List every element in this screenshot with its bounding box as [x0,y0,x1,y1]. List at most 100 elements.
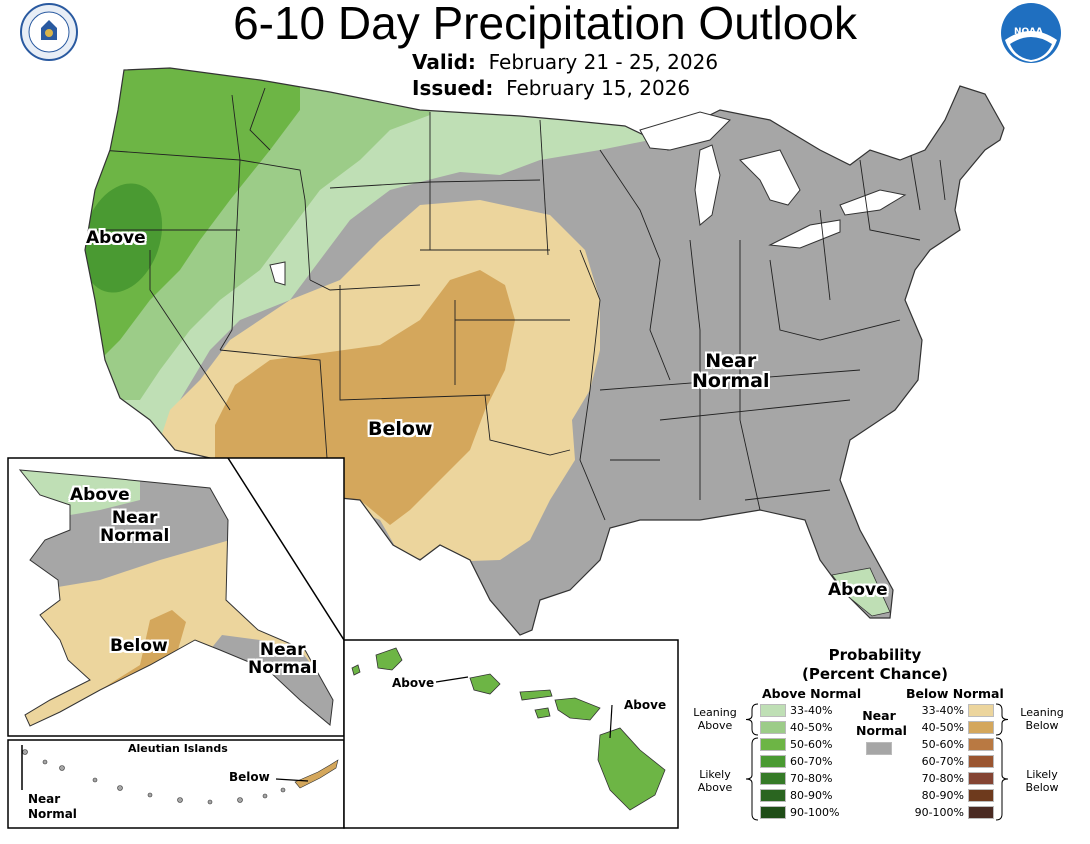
legend-above-row: 50-60% [0,738,1090,752]
legend-title-line1: Probability [828,646,922,664]
great-lakes [269,111,907,286]
florida-above-shading [831,567,891,617]
legend-brace-likely-below [995,737,1009,821]
legend-above-label: 50-60% [790,738,833,751]
legend-brace-leaning-below [995,703,1009,736]
legend-title: Probability (Percent Chance) [760,646,990,684]
legend-title-line2: (Percent Chance) [802,665,948,683]
legend-above-swatch [760,721,786,734]
legend-above-swatch [760,772,786,785]
legend-below-row: 40-50% [0,721,1090,735]
legend-below-row: 70-80% [0,772,1090,786]
legend-likely-above-line2: Above [697,781,733,794]
department-of-commerce-seal [20,3,78,61]
legend-above-swatch [760,755,786,768]
legend-below-swatch [968,738,994,751]
label-aleutian-near-line1: Near [28,792,61,806]
legend-below-swatch [968,772,994,785]
legend-below-label: 80-90% [921,789,964,802]
legend-near-normal: Near Normal [856,708,907,738]
legend-above-row: 60-70% [0,755,1090,769]
legend-above-heading: Above Normal [762,686,862,701]
legend-below-swatch [968,806,994,819]
legend-above-label: 80-90% [790,789,833,802]
legend-above-label: 70-80% [790,772,833,785]
page-title: 6-10 Day Precipitation Outlook [233,0,857,49]
label-hawaii-above-east: Above [624,698,667,712]
label-alaska-se-near-normal: Near Normal [248,640,318,678]
valid-value: February 21 - 25, 2026 [488,50,719,74]
legend-above-row: 80-90% [0,789,1090,803]
legend-below-label: 40-50% [921,721,964,734]
legend-below-row: 80-90% [0,789,1090,803]
legend-brace-likely-above [745,737,759,821]
legend-likely-below-line1: Likely [1026,768,1058,781]
legend-below-swatch [968,721,994,734]
legend-above-row: 33-40% [0,704,1090,718]
legend-above-swatch [760,789,786,802]
label-alaska-below: Below [110,636,168,656]
legend-below-label: 50-60% [921,738,964,751]
label-alaska-se-near-line2: Normal [248,657,318,678]
legend-above-swatch [760,704,786,717]
legend-leaning-above: Leaning Above [690,706,740,732]
noaa-logo-text: NOAA [1014,27,1043,37]
legend-leaning-above-line1: Leaning [693,706,737,719]
label-east-near-normal: Near Normal [692,350,770,392]
label-southwest-below: Below [368,418,433,440]
label-alaska-near-normal: Near Normal [100,508,170,546]
state-borders [90,87,946,521]
label-east-near-line1: Near [705,350,757,372]
legend-above-row: 40-50% [0,721,1090,735]
legend-leaning-below-line1: Leaning [1020,706,1064,719]
legend-brace-leaning-above [745,703,759,736]
legend-below-row: 90-100% [0,806,1090,820]
label-alaska-near-line1: Near [111,508,158,528]
label-alaska-se-near-line1: Near [259,640,306,660]
legend-below-swatch [968,755,994,768]
legend-graphics [745,703,1009,821]
valid-label: Valid: [412,50,476,74]
legend-above-swatch [760,738,786,751]
issued-value: February 15, 2026 [506,76,691,100]
legend-near-line2: Normal [856,723,907,738]
legend-below-label: 90-100% [914,806,964,819]
label-aleutian-below: Below [229,770,270,784]
legend-above-label: 33-40% [790,704,833,717]
legend-above-row: 70-80% [0,772,1090,786]
legend-above-label: 60-70% [790,755,833,768]
legend-above-label: 40-50% [790,721,833,734]
legend-below-label: 33-40% [921,704,964,717]
label-aleutian-near-line2: Normal [28,807,77,821]
label-florida-above: Above [828,580,888,600]
legend-below-label: 70-80% [921,772,964,785]
legend-likely-below: Likely Below [1017,768,1067,794]
label-east-near-line2: Normal [692,369,770,392]
legend-above-label: 90-100% [790,806,840,819]
legend-likely-above-line1: Likely [699,768,731,781]
legend-below-row: 33-40% [0,704,1090,718]
label-alaska-above: Above [70,485,130,505]
aleutian-inset-frame [7,739,345,829]
legend-likely-above: Likely Above [690,768,740,794]
legend-above-swatch [760,806,786,819]
label-aleutian-near-normal: Near Normal [28,792,77,822]
label-hawaii-above-west: Above [392,676,435,690]
issued-date: Issued: February 15, 2026 [412,76,690,100]
legend-below-label: 60-70% [921,755,964,768]
label-west-above: Above [86,228,146,248]
aleutian-title: Aleutian Islands [128,742,228,755]
legend-near-line1: Near [862,708,896,723]
legend-above-row: 90-100% [0,806,1090,820]
legend-near-swatch [866,742,892,755]
legend-below-row: 60-70% [0,755,1090,769]
legend-below-heading: Below Normal [906,686,1004,701]
valid-dates: Valid: February 21 - 25, 2026 [412,50,718,74]
legend-leaning-below: Leaning Below [1017,706,1067,732]
legend-leaning-below-line2: Below [1025,719,1059,732]
issued-label: Issued: [412,76,494,100]
label-alaska-near-line2: Normal [100,525,170,546]
noaa-logo [1001,3,1061,63]
